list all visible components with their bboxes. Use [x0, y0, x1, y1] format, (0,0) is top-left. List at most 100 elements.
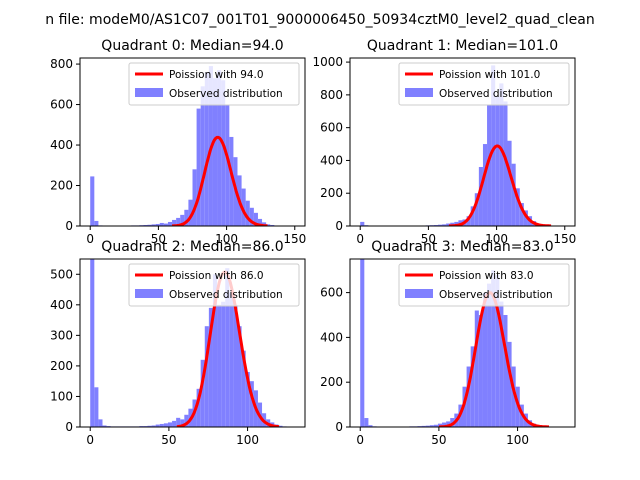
histogram-bar: [229, 292, 234, 427]
histogram-bar: [200, 86, 205, 226]
legend-entry-observed: Observed distribution: [169, 88, 283, 100]
figure-suptitle: n file: modeM0/AS1C07_001T01_9000006450_…: [45, 12, 594, 28]
y-tick-label: 400: [320, 330, 343, 344]
poisson-curve-line: [171, 135, 268, 226]
y-tick-label: 600: [50, 98, 73, 112]
histogram-bar: [470, 206, 475, 226]
histogram-bar: [217, 70, 222, 226]
histogram-bar: [507, 140, 512, 226]
legend: Poission with 86.0 Observed distribution: [128, 263, 300, 307]
histogram-bar: [90, 176, 95, 226]
y-tick-label: 0: [65, 219, 73, 233]
histogram-bar: [163, 223, 168, 226]
histogram-bar: [159, 222, 164, 226]
subplot-title: Quadrant 1: Median=101.0: [367, 38, 558, 54]
histogram-bar: [368, 425, 373, 427]
histogram-bar: [196, 108, 201, 226]
histogram-bar: [478, 166, 483, 226]
histogram-bar: [503, 101, 508, 226]
subplot-title: Quadrant 3: Median=83.0: [371, 239, 553, 255]
histogram-bar: [188, 199, 193, 226]
histogram-bar: [482, 292, 488, 427]
histogram-bar: [253, 212, 258, 226]
axes-frame: [79, 57, 306, 227]
legend: Poission with 83.0 Observed distribution: [398, 263, 570, 307]
histogram-bar: [151, 224, 156, 226]
histogram-bar: [470, 346, 475, 427]
histogram-bar: [491, 65, 496, 226]
subplot-title: Quadrant 0: Median=94.0: [101, 38, 283, 54]
histogram-bar: [495, 274, 500, 427]
histogram-bar: [172, 420, 177, 427]
histogram-bar: [364, 418, 369, 427]
histogram-bar: [360, 259, 365, 427]
x-tick-label: 100: [236, 433, 259, 447]
histogram-bar: [225, 104, 230, 226]
x-tick-label: 100: [506, 433, 529, 447]
histogram-bar: [270, 224, 275, 226]
histogram-bar: [245, 200, 250, 226]
subplot-title: Quadrant 2: Median=86.0: [101, 239, 283, 255]
histogram-bar: [466, 366, 471, 427]
histogram-bar: [442, 224, 447, 226]
histogram-bar: [94, 220, 99, 226]
histogram-bar: [151, 425, 156, 427]
x-tick-label: 150: [553, 232, 576, 246]
histogram-bar: [221, 301, 226, 427]
legend-entry-observed: Observed distribution: [439, 289, 553, 301]
histogram-bar: [98, 419, 103, 427]
histogram-bar: [212, 274, 218, 427]
legend-observed-swatch: [135, 289, 163, 298]
x-tick-label: 0: [356, 433, 364, 447]
histogram-bar: [155, 223, 160, 226]
histogram-bar: [474, 193, 479, 226]
histogram-bar: [176, 217, 181, 226]
histogram-bar: [474, 310, 479, 427]
x-tick-label: 50: [161, 433, 176, 447]
histogram-bar: [515, 188, 520, 226]
histogram-bar: [221, 80, 226, 226]
histogram-bar: [503, 315, 508, 427]
legend-entry-poisson: Poission with 86.0: [169, 270, 264, 282]
legend-entry-observed: Observed distribution: [439, 88, 553, 100]
histogram-bar: [487, 283, 492, 427]
histogram-bar: [147, 224, 152, 226]
histogram-bar: [241, 188, 246, 226]
x-tick-label: 150: [283, 232, 306, 246]
histogram-bar: [184, 414, 189, 427]
histogram-bar: [172, 219, 177, 226]
y-tick-label: 400: [50, 138, 73, 152]
histogram-bar: [229, 136, 234, 226]
histogram-bar: [446, 223, 451, 226]
histogram-bar: [184, 209, 189, 226]
histogram-bar: [266, 224, 271, 226]
histogram-bar: [180, 214, 185, 226]
legend-box: [128, 263, 300, 307]
histogram-bar: [94, 387, 99, 427]
axes-frame: [349, 57, 576, 227]
x-tick-label: 100: [485, 232, 508, 246]
y-tick-label: 400: [50, 298, 73, 312]
subplot-quadrant-3: 0 50 100 0 200 400 600 Quadrant 3: Median=83.0 P…: [320, 239, 576, 447]
histogram-bars: [360, 65, 557, 226]
legend-box: [398, 263, 570, 307]
histogram-bar: [90, 259, 95, 427]
histogram-bar: [237, 326, 242, 427]
legend-entry-observed: Observed distribution: [169, 289, 283, 301]
axes-frame: [349, 258, 576, 428]
histogram-bar: [433, 424, 438, 427]
y-tick-label: 0: [335, 219, 343, 233]
histogram-bar: [446, 421, 451, 427]
histogram-bar: [511, 163, 516, 226]
histogram-bar: [249, 381, 254, 427]
histogram-bar: [507, 341, 512, 427]
histogram-bar: [499, 83, 504, 226]
legend-entry-poisson: Poission with 83.0: [439, 270, 534, 282]
y-tick-label: 200: [50, 359, 73, 373]
subplot-quadrant-0: 0 50 100 150 0 200 400 600 800 Quadrant 0: Median…: [50, 38, 306, 246]
histogram-bar: [208, 307, 213, 427]
y-tick-label: 0: [65, 420, 73, 434]
y-tick-label: 1000: [312, 55, 343, 69]
histogram-bar: [360, 221, 365, 226]
